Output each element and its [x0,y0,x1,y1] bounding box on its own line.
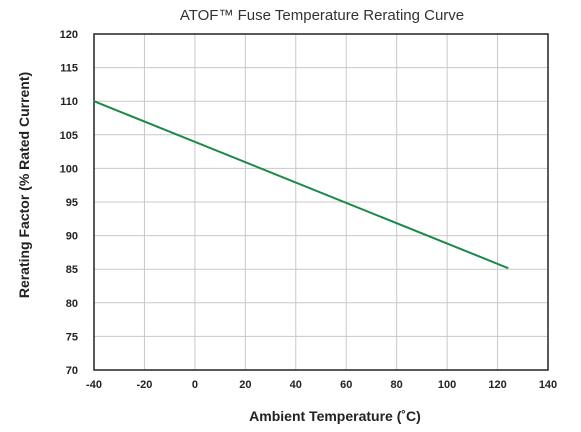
y-tick-label: 70 [66,365,78,377]
grid-lines [94,34,548,370]
y-tick-label: 120 [60,29,78,41]
y-tick-label: 90 [66,231,78,243]
y-tick-label: 95 [66,197,78,209]
x-tick-label: 120 [488,379,506,391]
plot-area-frame [93,33,549,371]
y-tick-label: 110 [60,96,78,108]
x-tick-label: 20 [239,379,251,391]
x-tick-label: 40 [290,379,302,391]
rerating-series-line [93,100,509,269]
x-tick-label: 80 [391,379,403,391]
chart-title: ATOF™ Fuse Temperature Rerating Curve [180,7,464,24]
x-tick-label: 100 [438,379,456,391]
x-axis-label: Ambient Temperature (˚C) [249,408,421,424]
y-tick-label: 75 [66,331,78,343]
x-tick-label: 0 [192,379,198,391]
x-tick-label: 60 [340,379,352,391]
y-tick-label: 85 [66,264,78,276]
x-tick-label: -40 [86,379,102,391]
x-tick-label: 140 [539,379,557,391]
y-tick-label: 115 [60,63,78,75]
y-axis-label: Rerating Factor (% Rated Current) [16,72,32,298]
x-tick-label: -20 [136,379,152,391]
x-axis-ticks: -40 -20 0 20 40 60 80 100 120 140 [86,379,557,391]
y-tick-label: 80 [66,298,78,310]
y-tick-label: 100 [60,163,78,175]
series-layer [93,100,509,269]
y-axis-ticks: 70 75 80 85 90 95 100 105 110 115 120 [60,29,78,377]
y-tick-label: 105 [60,130,78,142]
